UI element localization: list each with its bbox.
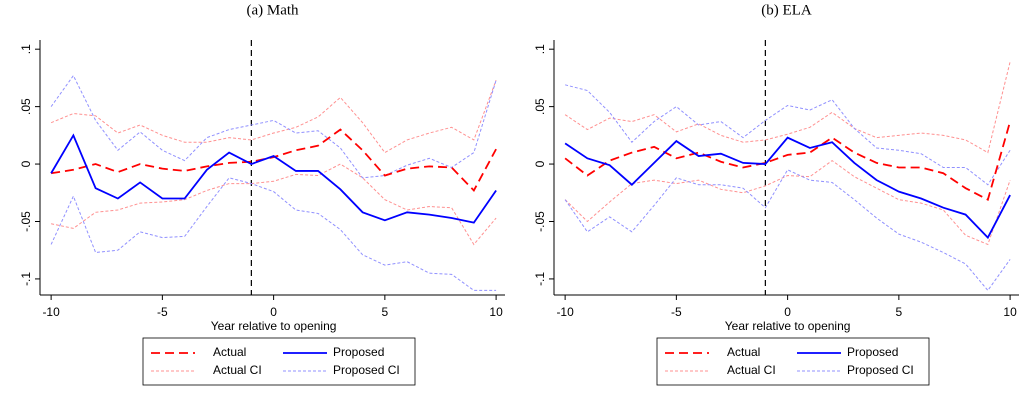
x-axis-label: Year relative to opening: [211, 319, 337, 333]
x-tick-label: -5: [671, 305, 682, 319]
legend-label: Actual CI: [213, 363, 262, 377]
line-series: [51, 163, 497, 246]
line-series: [564, 136, 1011, 240]
chart-title: (a) Math: [246, 2, 299, 18]
legend-label: Proposed: [847, 345, 898, 359]
line-series: [564, 169, 1011, 292]
line-series: [50, 177, 497, 291]
x-tick-label: 0: [270, 305, 277, 319]
x-tick-label: 0: [784, 305, 791, 319]
line-series: [50, 80, 497, 154]
y-tick-label: .1: [533, 44, 547, 54]
x-tick-label: 10: [489, 305, 503, 319]
y-tick-label: -.1: [19, 272, 33, 286]
x-tick-label: -5: [157, 305, 168, 319]
x-tick-label: 5: [382, 305, 389, 319]
y-tick-label: .1: [19, 44, 33, 54]
y-tick-label: -.05: [533, 211, 547, 232]
chart-title: (b) ELA: [761, 2, 812, 18]
y-tick-label: 0: [19, 160, 33, 167]
x-tick-label: -10: [556, 305, 574, 319]
x-axis-label: Year relative to opening: [725, 319, 851, 333]
x-tick-label: -10: [42, 305, 60, 319]
y-tick-label: -.1: [533, 272, 547, 286]
line-series: [564, 159, 1011, 246]
x-tick-label: 10: [1003, 305, 1017, 319]
line-series: [564, 61, 1011, 154]
legend-label: Actual CI: [727, 363, 776, 377]
y-tick-label: .05: [533, 98, 547, 115]
line-series: [50, 74, 497, 179]
legend-label: Actual: [727, 345, 760, 359]
line-series: [50, 133, 497, 224]
line-series: [564, 84, 1011, 186]
y-tick-label: 0: [533, 160, 547, 167]
y-tick-label: .05: [19, 98, 33, 115]
legend-label: Proposed CI: [847, 363, 914, 377]
x-tick-label: 5: [896, 305, 903, 319]
legend-label: Proposed: [333, 345, 384, 359]
line-series: [50, 128, 497, 192]
y-tick-label: -.05: [19, 211, 33, 232]
line-series: [564, 121, 1011, 201]
legend-label: Actual: [213, 345, 246, 359]
legend-label: Proposed CI: [333, 363, 400, 377]
legend-box: [656, 337, 930, 386]
legend-box: [142, 337, 416, 386]
